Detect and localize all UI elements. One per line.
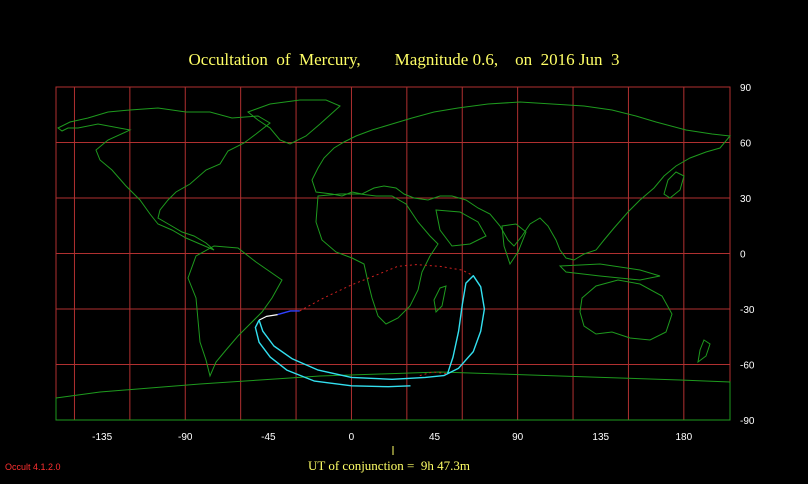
longitude-tick-label: 180 [675,432,692,443]
occultation-paths [254,264,486,388]
coastline [579,279,673,341]
longitude-tick-labels: -135 -90 -45 0 45 90 135 180 [92,432,692,443]
coastlines [55,99,731,421]
occultation-path-visible [254,319,411,388]
longitude-tick-label: 135 [592,432,609,443]
longitude-tick-label: 0 [349,432,355,443]
longitude-tick-label: 45 [429,432,441,443]
coastline [501,223,527,266]
occultation-path-visible [258,275,486,380]
version-label: Occult 4.1.2.0 [5,462,61,472]
coastline [315,193,439,325]
occultation-path-twilight [258,314,278,321]
latitude-tick-label: -90 [740,416,755,427]
latitude-tick-label: -60 [740,361,755,372]
grid-lines [56,87,730,420]
coastline [311,101,731,261]
coastline [697,339,711,364]
coastline [663,171,685,199]
coastline [433,285,447,314]
latitude-tick-label: -30 [740,305,755,316]
longitude-tick-label: 90 [512,432,524,443]
latitude-tick-label: 90 [740,83,752,94]
coastline [246,99,341,145]
coastline [187,245,283,378]
coastline [57,107,271,251]
latitude-tick-label: 0 [740,250,746,261]
occultation-path-invisible [299,264,474,312]
conjunction-time-label: UT of conjunction = 9h 47.3m [308,458,470,473]
coastline [435,209,487,247]
chart-title: Occultation of Mercury, Magnitude 0.6, o… [188,50,620,69]
latitude-tick-label: 30 [740,194,752,205]
coastline [55,371,731,421]
latitude-tick-labels: 90 60 30 0 -30 -60 -90 [740,83,755,427]
longitude-tick-label: -90 [178,432,193,443]
occultation-path-daylight [277,310,300,316]
longitude-tick-label: -135 [92,432,112,443]
coastline [558,263,661,281]
longitude-tick-label: -45 [261,432,276,443]
latitude-tick-label: 60 [740,139,752,150]
